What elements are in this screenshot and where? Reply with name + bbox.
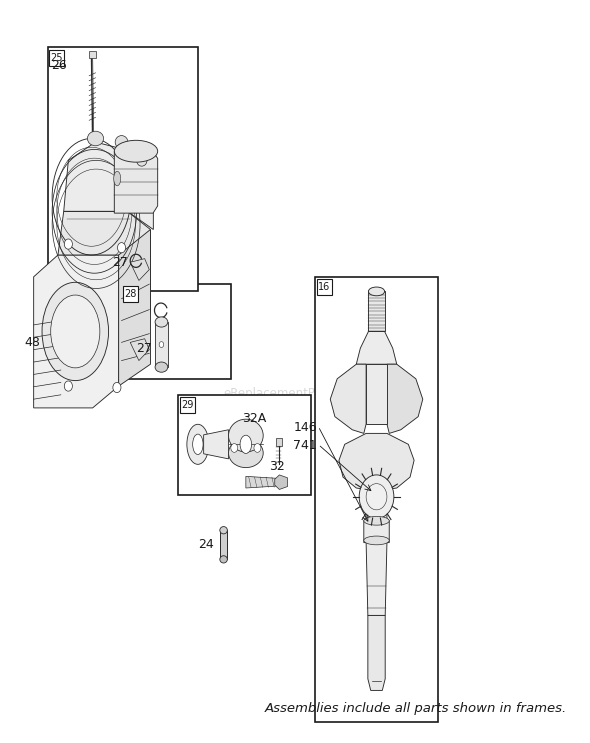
Polygon shape	[366, 542, 387, 615]
Text: 741: 741	[293, 439, 317, 452]
Text: eReplacementParts.com: eReplacementParts.com	[224, 387, 366, 400]
Text: 27: 27	[112, 256, 127, 269]
Text: 24: 24	[198, 538, 214, 551]
Ellipse shape	[115, 135, 128, 149]
Bar	[368, 291, 385, 331]
Text: 28: 28	[124, 289, 137, 299]
Polygon shape	[356, 331, 396, 364]
Ellipse shape	[220, 556, 227, 563]
Polygon shape	[114, 152, 158, 213]
Ellipse shape	[240, 435, 252, 453]
Polygon shape	[204, 429, 228, 459]
Ellipse shape	[228, 419, 263, 452]
Polygon shape	[130, 339, 149, 360]
Polygon shape	[366, 364, 387, 424]
Polygon shape	[330, 364, 366, 433]
Polygon shape	[34, 255, 119, 408]
Text: 48: 48	[24, 336, 40, 349]
Ellipse shape	[368, 287, 385, 296]
Text: 27: 27	[136, 342, 152, 354]
Bar	[315, 277, 438, 722]
Ellipse shape	[364, 536, 389, 545]
Polygon shape	[246, 476, 280, 488]
Polygon shape	[58, 211, 150, 314]
Ellipse shape	[228, 438, 263, 467]
Ellipse shape	[64, 239, 73, 249]
Bar	[180, 397, 195, 413]
Circle shape	[366, 484, 387, 510]
Text: Assemblies include all parts shown in frames.: Assemblies include all parts shown in fr…	[264, 702, 567, 716]
Text: 32A: 32A	[242, 412, 266, 425]
Ellipse shape	[136, 155, 147, 166]
Bar	[155, 322, 168, 367]
Polygon shape	[364, 490, 389, 542]
Polygon shape	[119, 230, 150, 386]
Ellipse shape	[51, 295, 100, 368]
Ellipse shape	[113, 383, 121, 392]
Polygon shape	[368, 615, 385, 690]
Bar	[89, 51, 96, 59]
Ellipse shape	[87, 132, 104, 146]
Ellipse shape	[187, 424, 209, 464]
Bar	[48, 48, 198, 291]
Bar	[276, 438, 281, 446]
Bar	[317, 279, 332, 295]
Ellipse shape	[159, 342, 164, 348]
Ellipse shape	[155, 317, 168, 327]
Ellipse shape	[114, 140, 158, 162]
Text: 26: 26	[51, 59, 67, 72]
Bar	[220, 531, 227, 559]
Text: 29: 29	[181, 400, 194, 410]
Ellipse shape	[220, 527, 227, 534]
Bar	[178, 395, 311, 496]
Polygon shape	[130, 259, 149, 280]
Text: 32: 32	[269, 460, 285, 473]
Bar	[123, 286, 138, 302]
Ellipse shape	[117, 243, 126, 253]
Bar	[50, 50, 64, 65]
Ellipse shape	[42, 282, 109, 380]
Polygon shape	[275, 475, 287, 490]
Ellipse shape	[155, 362, 168, 372]
Text: 16: 16	[319, 282, 330, 292]
Polygon shape	[339, 433, 414, 490]
Circle shape	[359, 475, 394, 519]
Ellipse shape	[193, 434, 203, 455]
Ellipse shape	[364, 516, 389, 525]
Polygon shape	[387, 364, 423, 433]
Text: 25: 25	[51, 53, 63, 62]
Bar	[122, 284, 231, 379]
Ellipse shape	[64, 381, 73, 391]
Polygon shape	[64, 142, 153, 230]
Text: 146: 146	[293, 421, 317, 434]
Circle shape	[231, 444, 238, 452]
Ellipse shape	[114, 171, 121, 186]
Circle shape	[254, 444, 261, 452]
